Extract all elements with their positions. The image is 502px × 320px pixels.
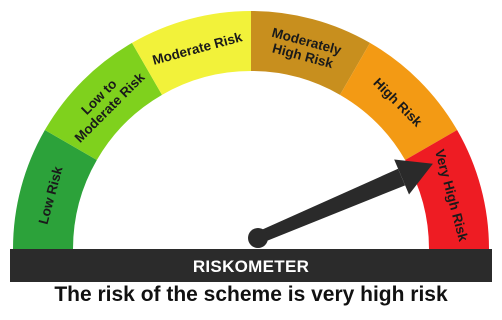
segment-high-risk xyxy=(340,42,458,160)
riskometer-bar xyxy=(10,249,492,282)
riskometer-bar-label: RISKOMETER xyxy=(193,257,309,276)
needle-hub xyxy=(248,228,268,248)
segment-low-to-moderate-risk xyxy=(44,42,162,160)
risk-caption: The risk of the scheme is very high risk xyxy=(54,283,448,306)
segment-moderately-high-risk xyxy=(251,11,370,95)
needle xyxy=(248,159,433,248)
gauge-segments xyxy=(13,11,489,249)
segment-very-high-risk xyxy=(405,130,489,249)
segment-low-risk xyxy=(13,130,97,249)
segment-moderate-risk xyxy=(132,11,251,95)
needle-shaft xyxy=(255,168,406,244)
needle-arrowhead-icon xyxy=(394,159,433,195)
